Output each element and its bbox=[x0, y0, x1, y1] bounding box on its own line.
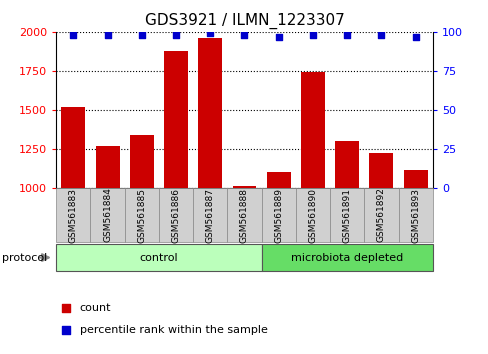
Point bbox=[206, 30, 214, 36]
Point bbox=[103, 32, 111, 38]
Text: GSM561889: GSM561889 bbox=[274, 188, 283, 242]
Text: GSM561886: GSM561886 bbox=[171, 188, 180, 242]
Bar bbox=[159, 188, 193, 242]
Bar bbox=[193, 188, 227, 242]
Text: GSM561883: GSM561883 bbox=[69, 188, 78, 242]
Bar bbox=[261, 244, 432, 271]
Bar bbox=[398, 188, 432, 242]
Text: GSM561892: GSM561892 bbox=[376, 188, 385, 242]
Bar bbox=[364, 188, 398, 242]
Point bbox=[138, 32, 145, 38]
Bar bbox=[266, 172, 290, 188]
Bar bbox=[90, 188, 124, 242]
Bar bbox=[61, 107, 85, 188]
Text: GSM561893: GSM561893 bbox=[410, 188, 419, 242]
Text: protocol: protocol bbox=[2, 252, 48, 263]
Bar bbox=[129, 135, 153, 188]
Point bbox=[274, 34, 282, 39]
Bar bbox=[232, 186, 256, 188]
Text: microbiota depleted: microbiota depleted bbox=[290, 252, 403, 263]
Text: GSM561891: GSM561891 bbox=[342, 188, 351, 242]
Point bbox=[411, 34, 419, 39]
Point bbox=[69, 32, 77, 38]
Bar bbox=[96, 145, 119, 188]
Point bbox=[61, 327, 69, 332]
Text: percentile rank within the sample: percentile rank within the sample bbox=[80, 325, 267, 335]
Bar bbox=[261, 188, 295, 242]
Bar bbox=[163, 51, 187, 188]
Text: GSM561884: GSM561884 bbox=[103, 188, 112, 242]
Bar bbox=[198, 38, 222, 188]
Text: GSM561888: GSM561888 bbox=[240, 188, 248, 242]
Point bbox=[343, 32, 350, 38]
Text: control: control bbox=[140, 252, 178, 263]
Bar bbox=[295, 188, 329, 242]
Bar bbox=[56, 188, 90, 242]
Point bbox=[240, 32, 248, 38]
Bar bbox=[56, 244, 261, 271]
Bar bbox=[124, 188, 159, 242]
Bar bbox=[329, 188, 364, 242]
Bar bbox=[334, 141, 358, 188]
Text: GSM561887: GSM561887 bbox=[205, 188, 214, 242]
Bar bbox=[369, 153, 392, 188]
Point bbox=[61, 305, 69, 310]
Bar bbox=[227, 188, 261, 242]
Title: GDS3921 / ILMN_1223307: GDS3921 / ILMN_1223307 bbox=[144, 13, 344, 29]
Bar bbox=[403, 171, 427, 188]
Text: GSM561885: GSM561885 bbox=[137, 188, 146, 242]
Text: GSM561890: GSM561890 bbox=[308, 188, 317, 242]
Point bbox=[172, 32, 180, 38]
Point bbox=[308, 32, 316, 38]
Bar bbox=[300, 72, 324, 188]
Point bbox=[377, 32, 385, 38]
Text: count: count bbox=[80, 303, 111, 313]
